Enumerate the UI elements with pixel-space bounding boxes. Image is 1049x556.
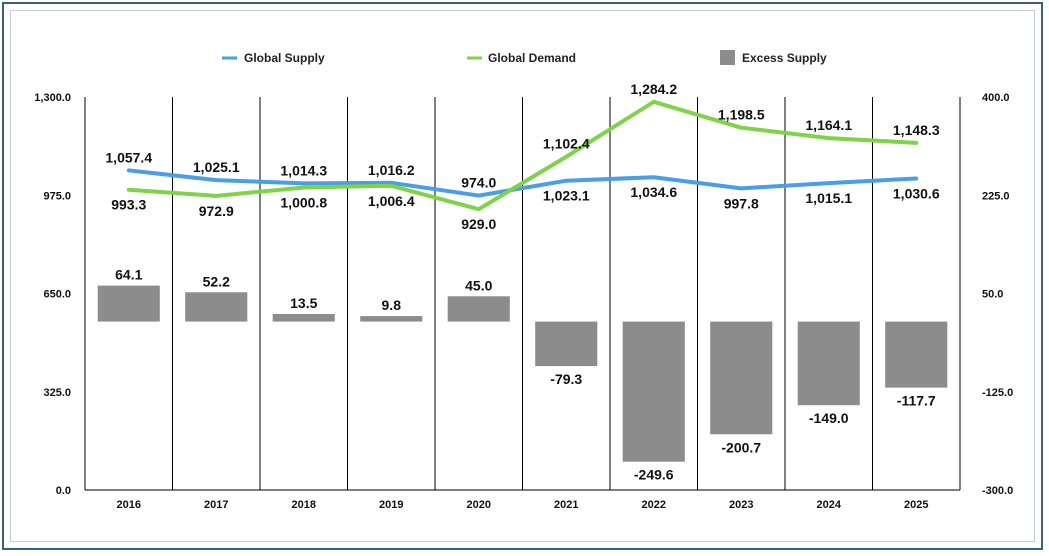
global-demand-data-label: 1,148.3 xyxy=(893,122,940,138)
left-axis-tick-label: 650.0 xyxy=(43,289,71,301)
excess-supply-data-label: 9.8 xyxy=(382,297,402,313)
excess-supply-data-label: 52.2 xyxy=(203,273,230,289)
excess-supply-bar xyxy=(185,292,248,322)
global-demand-data-label: 929.0 xyxy=(461,216,496,232)
global-demand-data-label: 1,102.4 xyxy=(543,136,590,152)
excess-supply-bar xyxy=(360,316,423,322)
global-supply-data-label: 1,057.4 xyxy=(105,149,152,165)
excess-supply-data-label: -149.0 xyxy=(809,410,849,426)
x-axis-tick-label: 2024 xyxy=(817,499,842,511)
excess-supply-data-label: -249.6 xyxy=(634,467,674,483)
excess-supply-bar xyxy=(885,321,948,388)
x-axis-tick-label: 2016 xyxy=(117,499,141,511)
global-supply-line xyxy=(126,168,919,198)
excess-supply-bar xyxy=(97,285,160,322)
excess-supply-bar xyxy=(272,313,335,322)
excess-supply-bar xyxy=(447,296,510,322)
excess-supply-data-label: -200.7 xyxy=(721,439,761,455)
x-axis-tick-label: 2018 xyxy=(292,499,316,511)
global-supply-data-label: 1,023.1 xyxy=(543,188,590,204)
global-supply-data-label: 1,030.6 xyxy=(893,185,940,201)
global-supply-data-label: 974.0 xyxy=(461,175,496,191)
legend-global-supply-label: Global Supply xyxy=(244,51,325,65)
excess-supply-data-label: 64.1 xyxy=(115,267,142,283)
x-axis-tick-label: 2021 xyxy=(554,499,578,511)
global-supply-data-label: 1,014.3 xyxy=(280,162,327,178)
excess-supply-bar xyxy=(710,321,773,435)
global-demand-data-label: 1,284.2 xyxy=(630,81,677,97)
right-axis-tick-label: 50.0 xyxy=(982,289,1003,301)
global-supply-data-label: 1,015.1 xyxy=(805,190,852,206)
global-demand-line xyxy=(126,99,919,212)
x-axis-tick-label: 2022 xyxy=(642,499,666,511)
left-axis-tick-label: 975.0 xyxy=(43,190,71,202)
excess-supply-bar xyxy=(535,321,598,367)
global-demand-data-label: 993.3 xyxy=(111,197,146,213)
x-axis-tick-label: 2017 xyxy=(204,499,228,511)
excess-supply-data-label: 13.5 xyxy=(290,295,317,311)
global-supply-data-label: 1,034.6 xyxy=(630,184,677,200)
global-demand-data-label: 1,164.1 xyxy=(805,117,852,133)
chart-frame-inner xyxy=(10,10,1035,542)
right-axis-tick-label: -125.0 xyxy=(982,387,1013,399)
right-axis-tick-label: -300.0 xyxy=(982,485,1013,497)
x-axis-tick-label: 2019 xyxy=(379,499,403,511)
global-demand-data-label: 1,198.5 xyxy=(718,107,765,123)
right-axis-tick-label: 400.0 xyxy=(982,92,1010,104)
excess-supply-bar xyxy=(797,321,860,406)
left-axis-tick-label: 325.0 xyxy=(43,387,71,399)
excess-supply-data-label: -79.3 xyxy=(550,371,582,387)
global-demand-data-label: 1,006.4 xyxy=(368,193,415,209)
legend-global-demand-label: Global Demand xyxy=(488,51,576,65)
global-supply-data-label: 1,025.1 xyxy=(193,159,240,175)
legend-excess-supply-swatch xyxy=(720,50,735,65)
left-axis-tick-label: 0.0 xyxy=(56,485,71,497)
global-demand-data-label: 972.9 xyxy=(199,203,234,219)
global-supply-data-label: 1,016.2 xyxy=(368,162,415,178)
x-axis-tick-label: 2023 xyxy=(729,499,753,511)
x-axis-tick-label: 2020 xyxy=(467,499,491,511)
left-axis-tick-label: 1,300.0 xyxy=(34,92,71,104)
x-axis-tick-label: 2025 xyxy=(904,499,928,511)
global-demand-data-label: 1,000.8 xyxy=(280,194,327,210)
global-supply-data-label: 997.8 xyxy=(724,195,759,211)
legend-excess-supply-label: Excess Supply xyxy=(742,51,827,65)
excess-supply-data-label: -117.7 xyxy=(897,393,936,409)
excess-supply-bar xyxy=(622,321,685,462)
legend: Global Supply Global Demand Excess Suppl… xyxy=(222,50,827,65)
excess-supply-data-label: 45.0 xyxy=(465,277,492,293)
right-axis-tick-label: 225.0 xyxy=(982,190,1010,202)
